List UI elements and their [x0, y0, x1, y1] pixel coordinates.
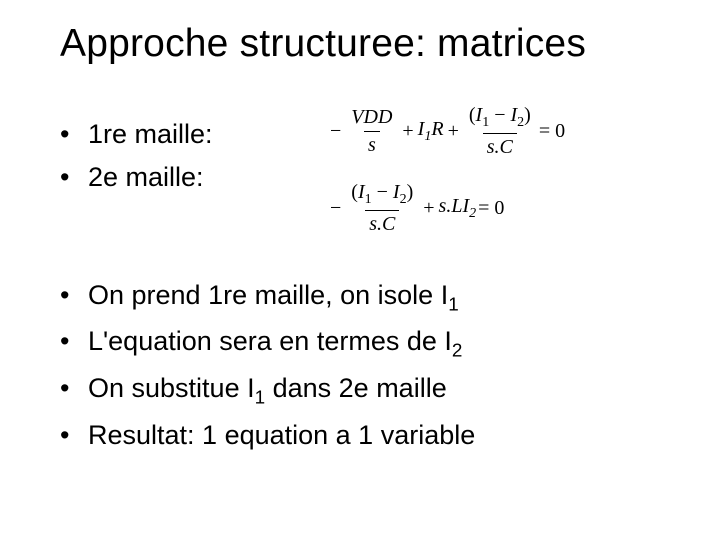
bullet-equation-termes: L'equation sera en termes de I2	[60, 323, 680, 365]
fraction-numerator: (I1 − I2)	[347, 181, 417, 210]
equals-zero: = 0	[478, 197, 504, 220]
slide-title: Approche structuree: matrices	[60, 22, 680, 66]
bullet-group-2: On prend 1re maille, on isole I1 L'equat…	[60, 277, 680, 455]
fraction-numerator: (I1 − I2)	[465, 104, 535, 133]
subscript: 1	[255, 388, 266, 409]
bullet-text-suffix: dans 2e maille	[265, 373, 447, 403]
var-sLI: s.LI	[439, 195, 470, 217]
var-I: I	[393, 181, 400, 203]
minus-sign: −	[330, 197, 341, 220]
equation-1: − VDD s + I1R + (I1 − I2) s.C = 0	[330, 104, 565, 159]
fraction-vdd-s: VDD s	[347, 106, 396, 157]
subscript: 2	[400, 192, 407, 207]
term-I1R: I1R	[418, 118, 444, 145]
slide-content: 1re maille: 2e maille: − VDD s + I1R + (…	[60, 116, 680, 455]
paren-close: )	[524, 104, 531, 126]
bullet-text: On substitue I	[88, 373, 255, 403]
fraction-i1-i2-sc: (I1 − I2) s.C	[465, 104, 535, 159]
bullet-on-prend: On prend 1re maille, on isole I1	[60, 277, 680, 319]
paren-close: )	[407, 181, 414, 203]
var-R: R	[431, 118, 443, 140]
equations-block: − VDD s + I1R + (I1 − I2) s.C = 0	[330, 104, 565, 258]
minus-sign: −	[372, 181, 393, 203]
bullet-resultat: Resultat: 1 equation a 1 variable	[60, 417, 680, 455]
fraction-numerator: VDD	[347, 106, 396, 131]
equals-zero: = 0	[539, 120, 565, 143]
bullet-text: 1re maille:	[88, 119, 213, 149]
term-sLI2: s.LI2	[439, 195, 477, 222]
paren-open: (	[351, 181, 358, 203]
paren-open: (	[469, 104, 476, 126]
bullet-text: 2e maille:	[88, 162, 204, 192]
bullet-text: L'equation sera en termes de I	[88, 326, 452, 356]
fraction-denominator: s.C	[483, 133, 517, 159]
subscript: 1	[365, 192, 372, 207]
plus-sign: +	[423, 197, 434, 220]
equation-2: − (I1 − I2) s.C + s.LI2 = 0	[330, 181, 565, 236]
var-I: I	[358, 181, 365, 203]
fraction-i1-i2-sc: (I1 − I2) s.C	[347, 181, 417, 236]
plus-sign: +	[402, 120, 413, 143]
bullet-text: On prend 1re maille, on isole I	[88, 280, 448, 310]
subscript: 1	[448, 294, 459, 315]
fraction-denominator: s	[364, 131, 380, 157]
bullet-text: Resultat: 1 equation a 1 variable	[88, 420, 475, 450]
plus-sign: +	[448, 120, 459, 143]
bullet-on-substitue: On substitue I1 dans 2e maille	[60, 370, 680, 412]
minus-sign: −	[330, 120, 341, 143]
subscript: 2	[452, 341, 463, 362]
subscript: 2	[469, 206, 476, 221]
fraction-denominator: s.C	[365, 210, 399, 236]
minus-sign: −	[489, 104, 510, 126]
slide: Approche structuree: matrices 1re maille…	[0, 0, 720, 540]
